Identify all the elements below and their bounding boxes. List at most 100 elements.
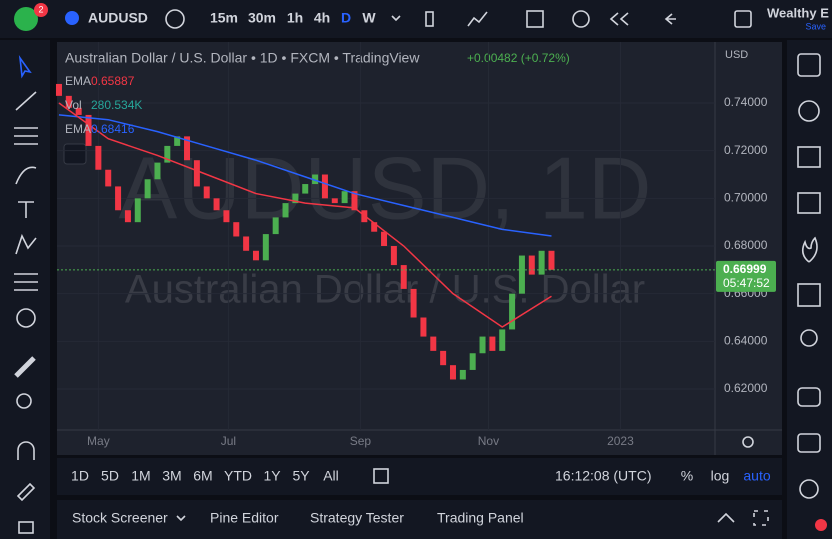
indicator-icon[interactable] — [467, 11, 488, 27]
forecast-tool[interactable] — [14, 273, 38, 291]
range-button[interactable]: 1Y — [263, 468, 281, 484]
account-name[interactable]: Wealthy E — [767, 5, 829, 20]
undo[interactable] — [664, 13, 676, 25]
settings[interactable] — [742, 436, 754, 448]
range-button[interactable]: 1M — [131, 468, 150, 484]
pattern-tool[interactable] — [15, 233, 37, 255]
brush-tool[interactable] — [15, 166, 37, 185]
y-tick-label: 0.64000 — [724, 334, 768, 348]
candle — [381, 231, 388, 247]
logo[interactable] — [14, 7, 38, 31]
magnet[interactable] — [17, 441, 35, 460]
cursor-tool[interactable] — [18, 55, 32, 79]
zoom[interactable] — [16, 393, 32, 409]
range-button[interactable]: 1D — [71, 468, 89, 484]
range-button[interactable]: 5Y — [292, 468, 310, 484]
range-button[interactable]: 6M — [193, 468, 212, 484]
ema-line — [58, 114, 552, 237]
watermark-name: Australian Dollar / U.S. Dollar — [125, 268, 645, 312]
candle — [518, 255, 525, 294]
candle — [400, 265, 407, 289]
candle — [292, 193, 299, 204]
ruler[interactable] — [14, 356, 36, 378]
interval[interactable]: 1h — [287, 10, 303, 26]
hotlist[interactable] — [801, 236, 818, 263]
lock-draw[interactable] — [16, 482, 36, 502]
notification[interactable] — [815, 519, 827, 531]
candle — [312, 174, 319, 185]
dropdown[interactable] — [391, 15, 401, 22]
interval[interactable]: 15m — [210, 10, 238, 26]
maximize-panel[interactable] — [717, 512, 735, 523]
indicator-value: 0.68416 — [91, 122, 135, 136]
indicator-name: EMA — [65, 122, 91, 136]
symbol[interactable]: AUDUSD — [88, 10, 148, 26]
tab[interactable]: Strategy Tester — [310, 510, 404, 526]
range-button[interactable]: 5D — [101, 468, 119, 484]
interval[interactable]: 30m — [248, 10, 276, 26]
tab-dropdown[interactable] — [176, 515, 186, 522]
candle — [243, 236, 250, 251]
add-button[interactable] — [165, 9, 185, 29]
messages[interactable] — [797, 433, 821, 453]
tab[interactable]: Stock Screener — [72, 510, 168, 526]
currency: USD — [725, 49, 748, 61]
fullscreen-panel[interactable] — [753, 510, 769, 526]
calendar[interactable] — [797, 283, 821, 307]
lock[interactable] — [18, 521, 34, 534]
candle-icon[interactable] — [425, 11, 434, 27]
fullscreen[interactable] — [734, 10, 752, 28]
interval[interactable]: D — [341, 10, 351, 26]
clock: 16:12:08 (UTC) — [555, 468, 651, 484]
chats[interactable] — [797, 387, 821, 407]
x-tick-label: Nov — [478, 434, 499, 448]
auto[interactable]: auto — [743, 468, 770, 484]
tab[interactable]: Pine Editor — [210, 510, 279, 526]
candle — [223, 210, 230, 223]
chart-title: Australian Dollar / U.S. Dollar • 1D • F… — [65, 50, 420, 66]
interval[interactable]: W — [362, 10, 376, 26]
news[interactable] — [797, 146, 821, 168]
tab[interactable]: Trading Panel — [437, 510, 524, 526]
percent[interactable]: % — [681, 468, 693, 484]
range-button[interactable]: YTD — [224, 468, 252, 484]
candle — [302, 184, 309, 194]
candle — [272, 217, 279, 235]
candle — [164, 145, 171, 163]
date-range[interactable] — [373, 468, 389, 484]
alerts[interactable] — [798, 100, 820, 122]
y-tick-label: 0.74000 — [724, 95, 768, 109]
emoji-tool[interactable] — [16, 308, 36, 328]
line-tool[interactable] — [15, 91, 37, 111]
stream[interactable] — [799, 479, 819, 499]
candle — [341, 191, 348, 204]
candle — [449, 365, 456, 380]
y-tick-label: 0.68000 — [724, 238, 768, 252]
ideas[interactable] — [797, 192, 821, 214]
watchlist[interactable] — [797, 53, 821, 77]
fib-tool[interactable] — [14, 127, 38, 145]
replay-icon[interactable] — [609, 12, 629, 26]
candle — [538, 250, 545, 275]
range-button[interactable]: All — [323, 468, 339, 484]
candle — [410, 288, 417, 318]
text-tool[interactable] — [18, 201, 34, 218]
range-button[interactable]: 3M — [162, 468, 181, 484]
y-tick-label: 0.62000 — [724, 381, 768, 395]
indicator-value: 0.65887 — [91, 74, 135, 88]
candle — [154, 162, 161, 180]
candle — [509, 293, 516, 330]
indicator-name: EMA — [65, 74, 91, 88]
ideas-bulb[interactable] — [800, 329, 818, 347]
collapse-legend[interactable] — [63, 143, 87, 165]
last-price: 0.66999 — [723, 262, 767, 276]
watermark-symbol: AUDUSD, 1D — [119, 138, 652, 237]
candle — [95, 145, 102, 170]
countdown: 05:47:52 — [723, 276, 770, 290]
layout-icon[interactable] — [526, 10, 544, 28]
candle — [75, 107, 82, 115]
alert-icon[interactable] — [572, 10, 590, 28]
interval[interactable]: 4h — [314, 10, 330, 26]
save[interactable]: Save — [805, 21, 826, 31]
log[interactable]: log — [711, 468, 730, 484]
